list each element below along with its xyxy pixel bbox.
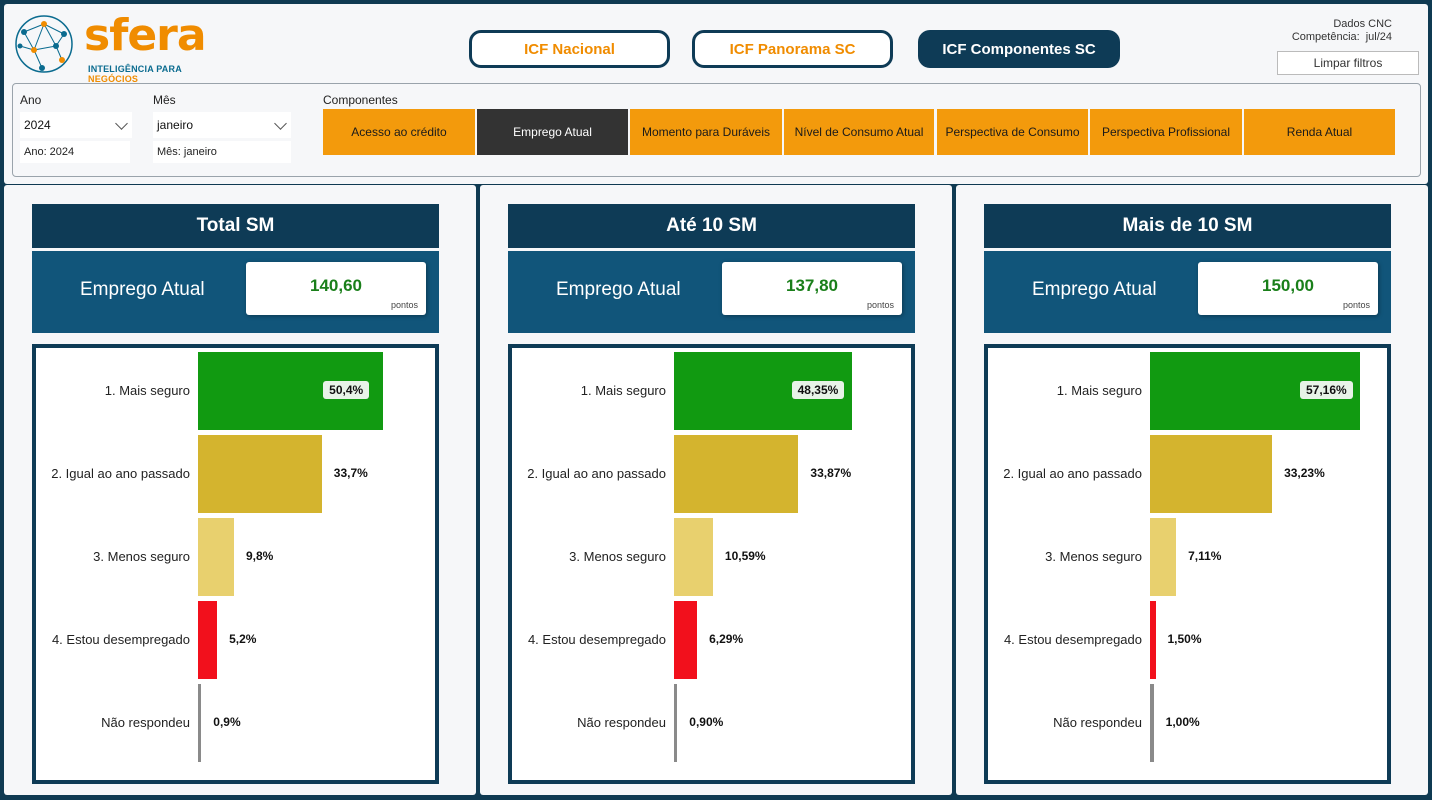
component-nivel-de-consumo-atual[interactable]: Nível de Consumo Atual bbox=[784, 109, 934, 155]
bar bbox=[674, 684, 678, 762]
category-label: 2. Igual ao ano passado bbox=[527, 466, 666, 481]
kpi-block: Emprego Atual 140,60 pontos bbox=[32, 251, 439, 333]
data-label: 10,59% bbox=[724, 549, 766, 563]
bar bbox=[674, 518, 713, 596]
kpi-block: Emprego Atual 150,00 pontos bbox=[984, 251, 1391, 333]
kpi-label: Emprego Atual bbox=[80, 279, 205, 300]
bar bbox=[674, 435, 799, 513]
bar bbox=[198, 684, 202, 762]
category-label: 3. Menos seguro bbox=[569, 549, 666, 564]
header: sfera INTELIGÊNCIA PARA NEGÓCIOS ICF Nac… bbox=[4, 4, 1428, 184]
component-perspectiva-de-consumo[interactable]: Perspectiva de Consumo bbox=[937, 109, 1088, 155]
bar bbox=[198, 601, 218, 679]
nav-icf-componentes-sc[interactable]: ICF Componentes SC bbox=[918, 30, 1120, 68]
ano-select[interactable]: 2024 bbox=[20, 112, 132, 138]
bar bbox=[1150, 684, 1154, 762]
data-label: 9,8% bbox=[246, 549, 274, 563]
filter-panel: Ano 2024 Ano: 2024 Mês janeiro Mês: jane… bbox=[12, 83, 1421, 177]
data-label: 0,9% bbox=[213, 715, 241, 729]
kpi-value: 150,00 bbox=[1262, 276, 1314, 295]
bar bbox=[198, 435, 322, 513]
data-source: Dados CNC bbox=[1333, 18, 1392, 30]
kpi-value: 137,80 bbox=[786, 276, 838, 295]
kpi-card: 137,80 pontos bbox=[722, 262, 902, 315]
component-emprego-atual[interactable]: Emprego Atual bbox=[477, 109, 628, 155]
panel-title: Mais de 10 SM bbox=[984, 204, 1391, 248]
component-renda-atual[interactable]: Renda Atual bbox=[1244, 109, 1395, 155]
data-label: 0,90% bbox=[689, 715, 724, 729]
bar-chart: 1. Mais seguro 57,16% 2. Igual ao ano pass… bbox=[984, 344, 1391, 784]
category-label: 3. Menos seguro bbox=[1045, 549, 1142, 564]
data-label: 57,16% bbox=[1300, 381, 1353, 399]
category-label: 4. Estou desempregado bbox=[51, 632, 190, 647]
panel-title: Total SM bbox=[32, 204, 439, 248]
data-label: 33,23% bbox=[1284, 466, 1325, 480]
kpi-unit: pontos bbox=[1342, 300, 1370, 310]
bar bbox=[1150, 435, 1273, 513]
kpi-card: 150,00 pontos bbox=[1198, 262, 1378, 315]
kpi-label: Emprego Atual bbox=[1032, 279, 1157, 300]
category-label: 2. Igual ao ano passado bbox=[1003, 466, 1142, 481]
category-label: 4. Estou desempregado bbox=[527, 632, 666, 647]
data-label: 33,87% bbox=[810, 466, 852, 480]
component-momento-para-duraveis[interactable]: Momento para Duráveis bbox=[630, 109, 782, 155]
panel-total-sm: Total SM Emprego Atual 140,60 pontos 1. … bbox=[4, 185, 476, 795]
bar-chart: 1. Mais seguro 48,35% 2. Igual ao ano pass… bbox=[508, 344, 915, 784]
logo-tagline: INTELIGÊNCIA PARA NEGÓCIOS bbox=[88, 64, 182, 84]
kpi-value: 140,60 bbox=[310, 276, 362, 295]
data-label: 7,11% bbox=[1188, 549, 1222, 563]
ano-label: Ano bbox=[20, 93, 42, 107]
mes-filter-chip: Mês: janeiro bbox=[153, 141, 291, 163]
category-label: 2. Igual ao ano passado bbox=[51, 466, 190, 481]
category-label: 1. Mais seguro bbox=[1056, 383, 1142, 398]
category-label: Não respondeu bbox=[577, 715, 666, 730]
category-label: Não respondeu bbox=[101, 715, 190, 730]
component-perspectiva-profissional[interactable]: Perspectiva Profissional bbox=[1090, 109, 1242, 155]
component-acesso-ao-credito[interactable]: Acesso ao crédito bbox=[323, 109, 475, 155]
kpi-unit: pontos bbox=[866, 300, 894, 310]
bar-chart: 1. Mais seguro 50,4% 2. Igual ao ano passa… bbox=[32, 344, 439, 784]
panel-title: Até 10 SM bbox=[508, 204, 915, 248]
chevron-down-icon bbox=[274, 117, 287, 130]
nav-icf-panorama-sc[interactable]: ICF Panorama SC bbox=[692, 30, 893, 68]
globe-network-icon bbox=[15, 15, 73, 73]
panel-mais-de-10-sm: Mais de 10 SM Emprego Atual 150,00 ponto… bbox=[956, 185, 1428, 795]
category-label: Não respondeu bbox=[1053, 715, 1142, 730]
nav-icf-nacional[interactable]: ICF Nacional bbox=[469, 30, 670, 68]
bar bbox=[1150, 601, 1156, 679]
ano-filter-chip: Ano: 2024 bbox=[20, 141, 130, 163]
data-label: 33,7% bbox=[333, 466, 368, 480]
componentes-label: Componentes bbox=[323, 93, 398, 107]
bar bbox=[1150, 518, 1177, 596]
kpi-block: Emprego Atual 137,80 pontos bbox=[508, 251, 915, 333]
chevron-down-icon bbox=[115, 117, 128, 130]
data-label: 1,00% bbox=[1165, 715, 1200, 729]
category-label: 4. Estou desempregado bbox=[1003, 632, 1142, 647]
competencia: Competência: jul/24 bbox=[1291, 31, 1392, 43]
kpi-label: Emprego Atual bbox=[556, 279, 681, 300]
data-label: 5,2% bbox=[229, 632, 257, 646]
panel-ate-10-sm: Até 10 SM Emprego Atual 137,80 pontos 1.… bbox=[480, 185, 952, 795]
data-label: 1,50% bbox=[1167, 632, 1202, 646]
category-label: 1. Mais seguro bbox=[104, 383, 190, 398]
mes-select[interactable]: janeiro bbox=[153, 112, 291, 138]
data-label: 6,29% bbox=[709, 632, 744, 646]
data-label: 48,35% bbox=[791, 381, 845, 399]
data-label: 50,4% bbox=[323, 381, 370, 399]
category-label: 1. Mais seguro bbox=[580, 383, 666, 398]
bar bbox=[198, 518, 234, 596]
kpi-card: 140,60 pontos bbox=[246, 262, 426, 315]
data-info: Dados CNC Competência: jul/24 bbox=[1292, 18, 1392, 44]
kpi-unit: pontos bbox=[390, 300, 418, 310]
category-label: 3. Menos seguro bbox=[93, 549, 190, 564]
bar bbox=[674, 601, 698, 679]
clear-filters-button[interactable]: Limpar filtros bbox=[1277, 51, 1419, 75]
sfera-logo: sfera INTELIGÊNCIA PARA NEGÓCIOS bbox=[12, 10, 222, 84]
logo-wordmark: sfera bbox=[84, 10, 207, 61]
mes-label: Mês bbox=[153, 93, 176, 107]
